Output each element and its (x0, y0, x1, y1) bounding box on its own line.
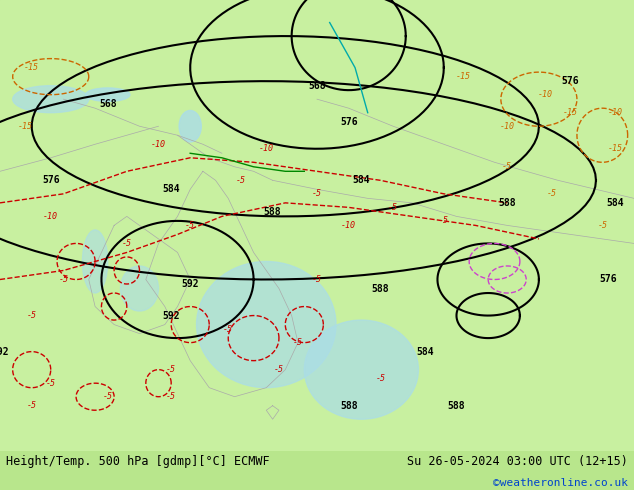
Text: 588: 588 (264, 207, 281, 217)
Text: Height/Temp. 500 hPa [gdmp][°C] ECMWF: Height/Temp. 500 hPa [gdmp][°C] ECMWF (6, 455, 270, 468)
Text: -5: -5 (274, 365, 284, 374)
Text: Su 26-05-2024 03:00 UTC (12+15): Su 26-05-2024 03:00 UTC (12+15) (407, 455, 628, 468)
Text: 592: 592 (181, 279, 199, 289)
Text: 584: 584 (416, 346, 434, 357)
Text: -5: -5 (236, 176, 246, 185)
Text: 584: 584 (162, 184, 180, 195)
Text: -10: -10 (43, 212, 58, 221)
Text: 576: 576 (42, 175, 60, 185)
Text: -5: -5 (502, 162, 512, 171)
Text: -10: -10 (538, 90, 553, 99)
Text: -5: -5 (185, 221, 195, 230)
Text: 592: 592 (0, 346, 9, 357)
Text: 576: 576 (600, 274, 618, 285)
Text: -15: -15 (24, 63, 39, 72)
Text: -5: -5 (27, 401, 37, 410)
Text: -5: -5 (223, 324, 233, 334)
Text: -15: -15 (563, 108, 578, 117)
Text: -5: -5 (103, 392, 113, 401)
Text: -5: -5 (166, 392, 176, 401)
Ellipse shape (82, 230, 108, 293)
Text: -5: -5 (293, 338, 303, 347)
Text: 568: 568 (308, 81, 326, 91)
Text: 588: 588 (340, 401, 358, 411)
Text: 584: 584 (606, 198, 624, 208)
Text: -5: -5 (58, 275, 68, 284)
Text: -5: -5 (388, 203, 398, 212)
Text: 592: 592 (162, 311, 180, 320)
Text: -10: -10 (500, 122, 515, 131)
Text: -15: -15 (455, 72, 470, 81)
Ellipse shape (86, 88, 130, 101)
Text: ©weatheronline.co.uk: ©weatheronline.co.uk (493, 478, 628, 489)
Text: 588: 588 (448, 401, 465, 411)
Text: -5: -5 (375, 374, 385, 383)
Text: -5: -5 (122, 239, 132, 248)
Ellipse shape (304, 320, 418, 419)
Text: -5: -5 (547, 189, 557, 198)
Text: -5: -5 (312, 189, 322, 198)
Text: -15: -15 (607, 144, 623, 153)
Ellipse shape (13, 86, 89, 113)
Text: -5: -5 (166, 365, 176, 374)
Text: -10: -10 (607, 108, 623, 117)
Ellipse shape (120, 266, 158, 311)
Text: 584: 584 (353, 175, 370, 185)
Text: 588: 588 (372, 284, 389, 294)
Text: -15: -15 (18, 122, 33, 131)
Text: -5: -5 (439, 217, 449, 225)
Ellipse shape (197, 262, 336, 388)
Text: -5: -5 (597, 221, 607, 230)
Ellipse shape (179, 110, 201, 142)
Text: 576: 576 (562, 76, 579, 86)
Text: -5: -5 (46, 379, 56, 388)
Text: -10: -10 (259, 144, 274, 153)
Text: 588: 588 (498, 198, 516, 208)
Text: -5: -5 (27, 311, 37, 320)
Text: -10: -10 (151, 140, 166, 149)
Text: -10: -10 (341, 221, 356, 230)
Text: 576: 576 (340, 117, 358, 127)
Text: 568: 568 (99, 98, 117, 109)
Text: -5: -5 (312, 275, 322, 284)
